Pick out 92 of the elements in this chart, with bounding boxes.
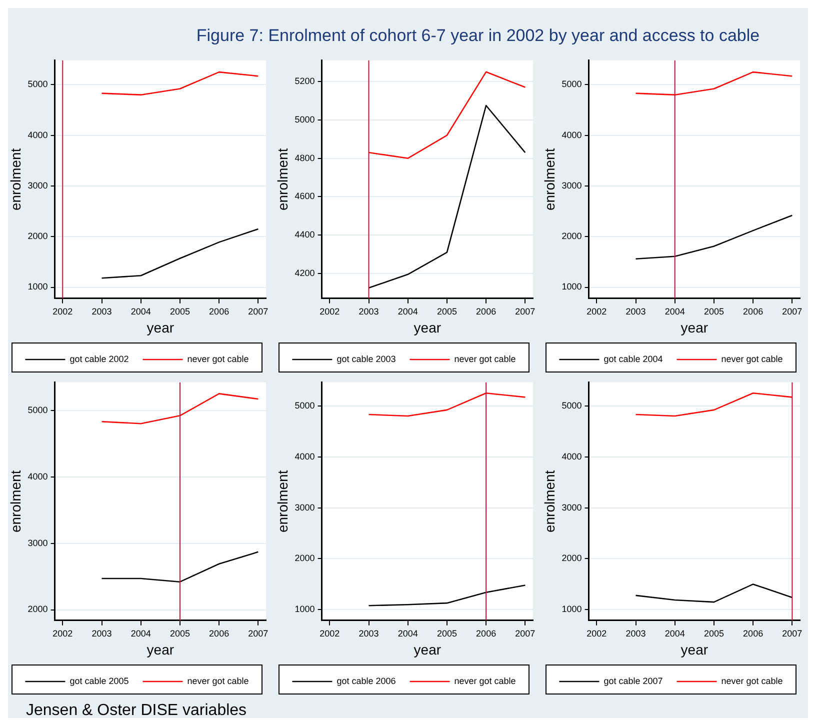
- x-tick-label: 2003: [358, 628, 379, 638]
- x-tick-label: 2007: [248, 628, 268, 638]
- y-axis-title: enrolment: [7, 148, 24, 211]
- legend-label: never got cable: [187, 676, 249, 686]
- y-tick-label: 1000: [562, 604, 582, 614]
- x-tick-label: 2003: [626, 306, 646, 316]
- x-tick-label: 2003: [92, 306, 112, 316]
- y-tick-label: 4200: [294, 268, 315, 278]
- y-tick-label: 2000: [562, 553, 582, 564]
- x-axis-title: year: [146, 641, 174, 658]
- x-tick-label: 2005: [436, 628, 457, 638]
- x-tick-label: 2002: [586, 628, 607, 638]
- x-tick-label: 2002: [52, 628, 73, 638]
- y-tick-label: 2000: [294, 553, 315, 564]
- x-tick-label: 2007: [248, 306, 268, 316]
- legend-label: got cable 2006: [336, 676, 396, 686]
- x-tick-label: 2007: [782, 628, 802, 638]
- x-tick-label: 2007: [515, 628, 536, 638]
- y-tick-label: 4800: [294, 152, 315, 163]
- y-axis-title: enrolment: [541, 148, 558, 211]
- legend-label: never got cable: [721, 354, 783, 364]
- y-tick-label: 4400: [294, 230, 315, 240]
- y-tick-label: 3000: [28, 180, 48, 190]
- y-tick-label: 3000: [28, 538, 48, 548]
- x-axis-title: year: [414, 641, 442, 658]
- x-tick-label: 2004: [398, 306, 418, 316]
- x-tick-label: 2002: [52, 306, 73, 316]
- y-tick-label: 1000: [28, 282, 48, 292]
- x-tick-label: 2006: [209, 628, 230, 638]
- x-tick-label: 2004: [664, 306, 685, 316]
- y-tick-label: 3000: [294, 502, 315, 512]
- x-tick-label: 2006: [743, 306, 764, 316]
- y-tick-label: 5000: [294, 114, 315, 124]
- y-tick-label: 5000: [28, 79, 48, 90]
- x-tick-label: 2005: [436, 306, 457, 316]
- y-tick-label: 2000: [28, 604, 48, 614]
- legend-label: got cable 2007: [604, 676, 663, 686]
- x-tick-label: 2007: [782, 306, 802, 316]
- x-tick-label: 2003: [92, 628, 112, 638]
- x-tick-label: 2006: [476, 628, 496, 638]
- x-axis-title: year: [680, 319, 708, 336]
- y-axis-title: enrolment: [274, 470, 290, 533]
- y-tick-label: 5000: [28, 404, 48, 415]
- y-tick-label: 4000: [28, 471, 48, 482]
- x-tick-label: 2006: [209, 306, 230, 316]
- y-tick-label: 4000: [562, 130, 582, 140]
- x-tick-label: 2004: [130, 306, 151, 316]
- x-tick-label: 2006: [743, 628, 764, 638]
- x-tick-label: 2002: [586, 306, 607, 316]
- legend-label: got cable 2002: [70, 354, 129, 364]
- x-axis-title: year: [146, 319, 174, 336]
- x-tick-label: 2002: [320, 628, 340, 638]
- y-tick-label: 5000: [562, 400, 582, 410]
- y-tick-label: 3000: [562, 502, 582, 512]
- x-tick-label: 2007: [515, 306, 536, 316]
- legend-label: got cable 2005: [70, 676, 129, 686]
- y-tick-label: 4600: [294, 191, 315, 202]
- y-axis-title: enrolment: [274, 148, 290, 211]
- y-tick-label: 5000: [562, 79, 582, 90]
- legend-label: never got cable: [454, 354, 516, 364]
- text: Jensen & Oster DISE variables: [26, 702, 247, 719]
- x-tick-label: 2006: [476, 306, 496, 316]
- x-axis-title: year: [680, 641, 708, 658]
- x-tick-label: 2002: [320, 306, 340, 316]
- legend-label: never got cable: [187, 354, 249, 364]
- y-tick-label: 5000: [294, 400, 315, 410]
- x-tick-label: 2005: [170, 628, 190, 638]
- legend-label: got cable 2004: [604, 354, 663, 364]
- y-axis-title: enrolment: [7, 470, 24, 533]
- y-axis-title: enrolment: [541, 470, 558, 533]
- y-tick-label: 1000: [562, 282, 582, 292]
- legend-label: got cable 2003: [336, 354, 396, 364]
- x-axis-title: year: [414, 319, 442, 336]
- x-tick-label: 2005: [704, 306, 724, 316]
- y-tick-label: 4000: [294, 451, 315, 462]
- legend-label: never got cable: [454, 676, 516, 686]
- y-tick-label: 1000: [294, 604, 315, 614]
- text: Figure 7: Enrolment of cohort 6-7 year in 2002 by year and access to cable: [196, 26, 760, 45]
- legend-label: never got cable: [721, 676, 783, 686]
- x-tick-label: 2004: [398, 628, 418, 638]
- x-tick-label: 2004: [130, 628, 151, 638]
- y-tick-label: 2000: [28, 231, 48, 242]
- y-tick-label: 4000: [562, 451, 582, 462]
- x-tick-label: 2003: [626, 628, 646, 638]
- y-tick-label: 4000: [28, 130, 48, 140]
- x-tick-label: 2003: [358, 306, 379, 316]
- x-tick-label: 2005: [704, 628, 724, 638]
- x-tick-label: 2004: [664, 628, 685, 638]
- x-tick-label: 2005: [170, 306, 190, 316]
- y-tick-label: 2000: [562, 231, 582, 242]
- y-tick-label: 5200: [294, 76, 315, 86]
- y-tick-label: 3000: [562, 180, 582, 190]
